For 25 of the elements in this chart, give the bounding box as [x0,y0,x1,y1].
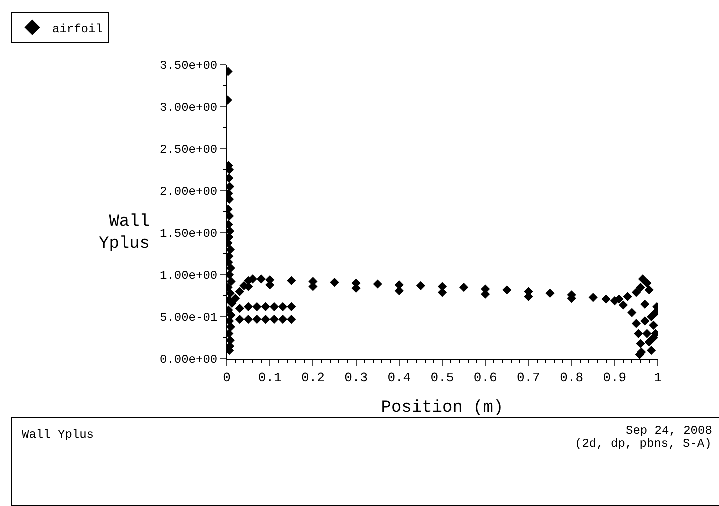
x-tick-label: 0.3 [344,370,368,386]
x-tick-label: 0.6 [474,370,498,386]
y-tick-label: 3.00e+00 [160,101,218,116]
text: Sep 24, 2008 [626,424,712,438]
y-tick-label: 1.50e+00 [160,227,218,242]
x-tick-label: 0.7 [516,370,540,386]
y-tick-label: 1.00e+00 [160,269,218,284]
x-tick-label: 0.2 [301,370,325,386]
x-tick-label: 1 [654,370,662,386]
y-tick-label: 0.00e+00 [160,353,218,368]
y-tick-label: 2.50e+00 [160,143,218,158]
x-tick-label: 0.9 [603,370,627,386]
y-tick-label: 5.00e-01 [160,311,218,326]
x-tick-label: 0.1 [258,370,282,386]
text: Wall Yplus [22,428,94,442]
y-tick-label: 3.50e+00 [160,59,218,74]
y-tick-label: 2.00e+00 [160,185,218,200]
x-tick-label: 0 [223,370,231,386]
legend-label: airfoil [52,22,103,36]
x-tick-label: 0.4 [388,370,412,386]
y-axis-title: Wall Yplus [99,213,150,254]
text: (2d, dp, pbns, S-A) [575,437,712,451]
x-axis-title: Position (m) [381,399,504,418]
x-tick-label: 0.5 [430,370,454,386]
x-tick-label: 0.8 [560,370,584,386]
